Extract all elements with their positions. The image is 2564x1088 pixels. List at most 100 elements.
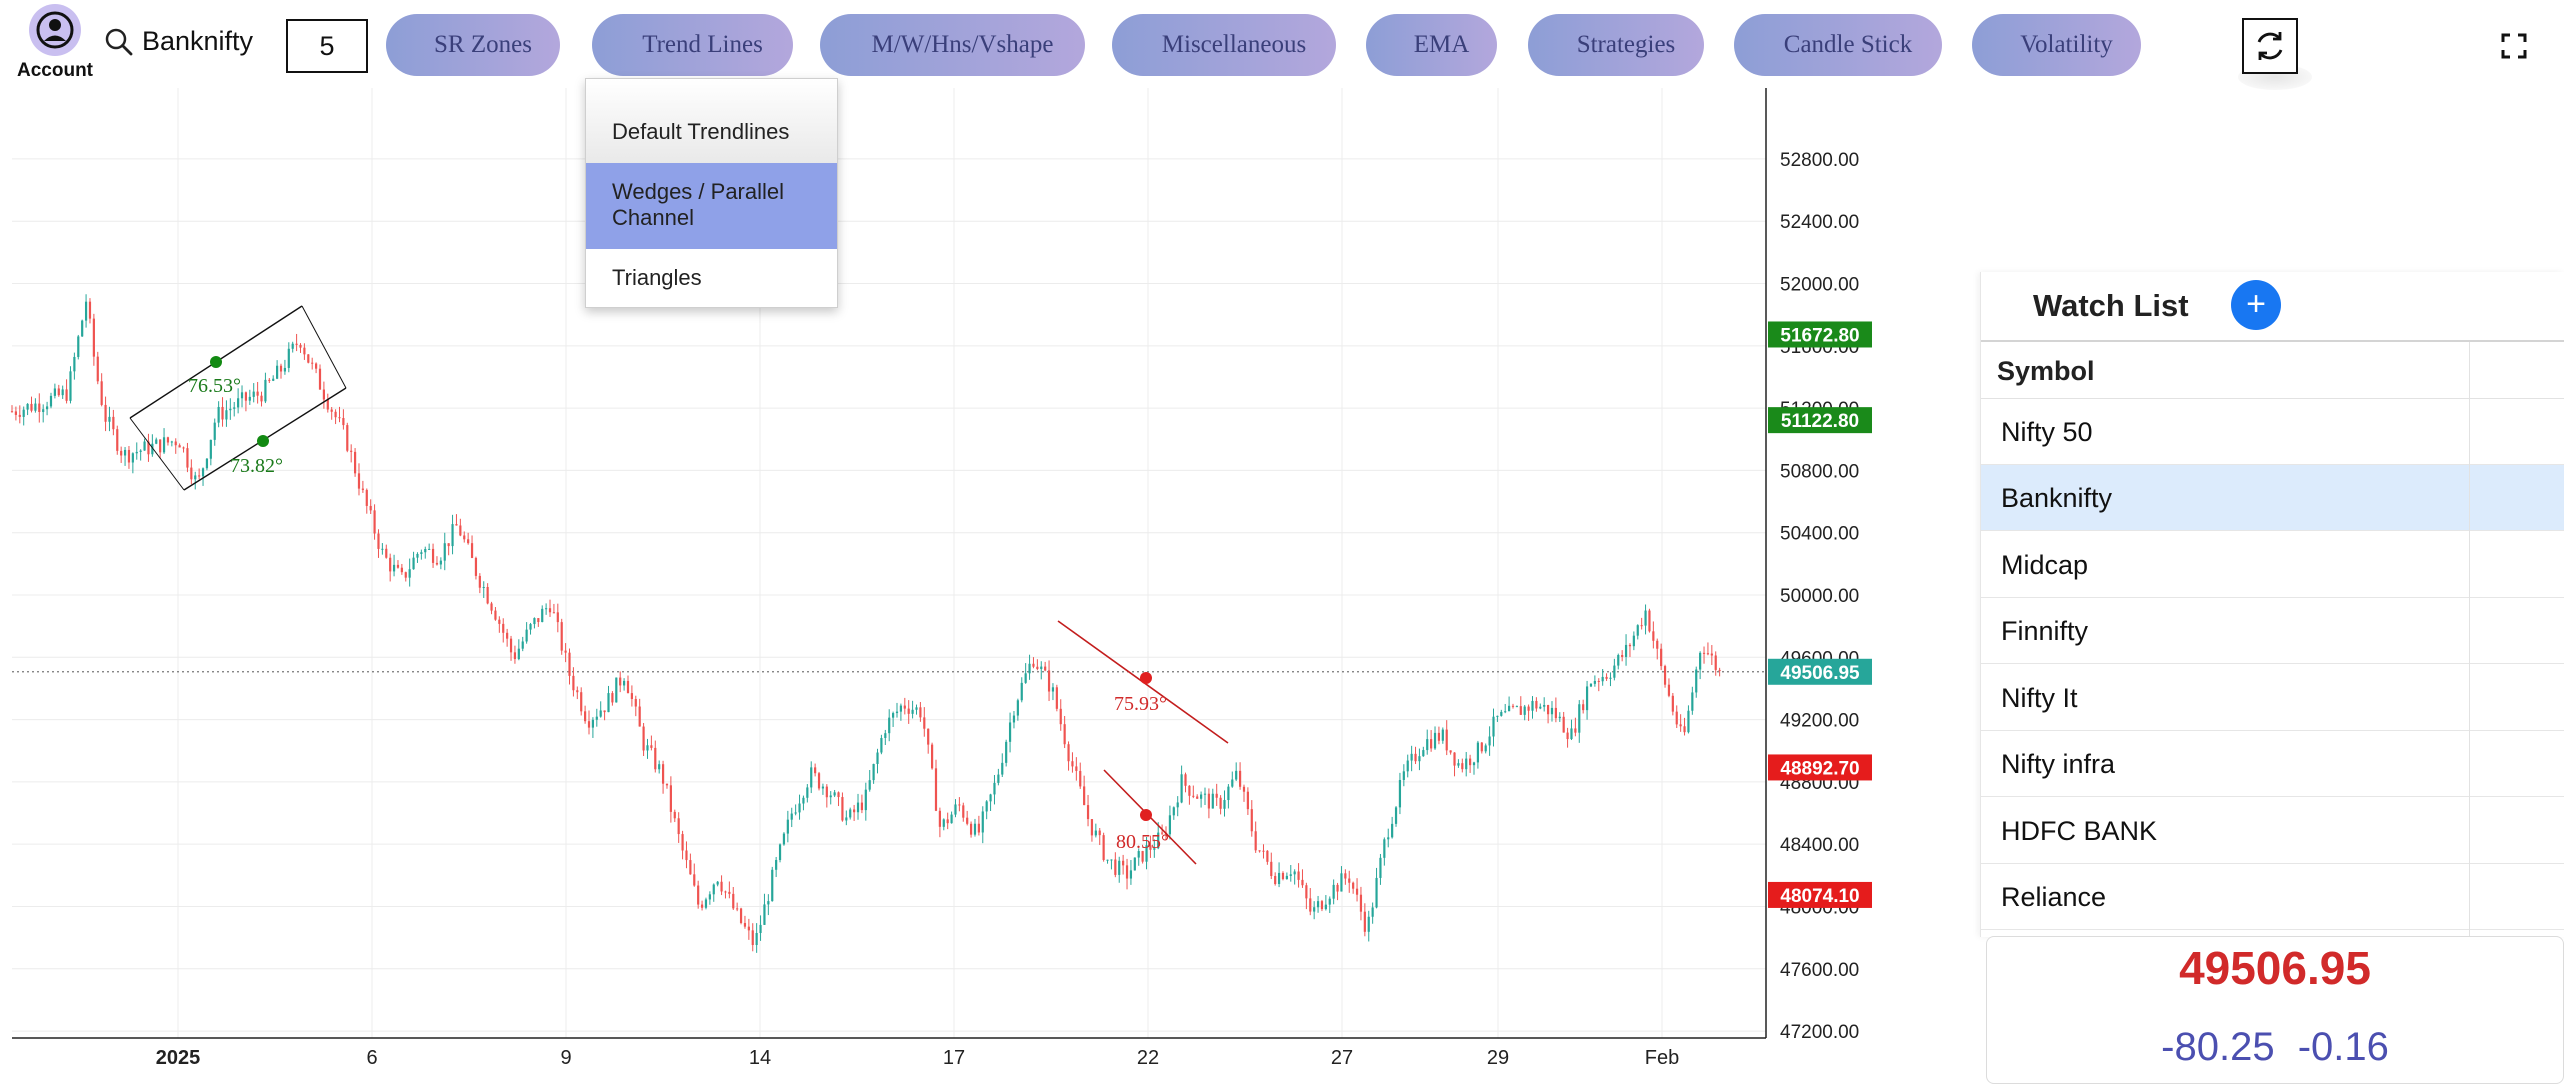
candle-body [930, 744, 934, 769]
candle-body [509, 638, 513, 653]
menu-ema[interactable]: EMA [1366, 14, 1497, 76]
y-tick-label: 52400.00 [1780, 212, 1859, 233]
candle-body [1024, 673, 1027, 683]
watch-row-reliance[interactable]: Reliance [1981, 864, 2564, 930]
watch-row-nifty-50[interactable]: Nifty 50 [1981, 399, 2564, 465]
candle-body [334, 411, 337, 418]
add-symbol-button[interactable]: + [2231, 280, 2281, 330]
search-icon [105, 28, 133, 55]
symbol-search[interactable]: Banknifty [104, 26, 253, 57]
candle-body [837, 792, 840, 798]
dropdown-item-triangles[interactable]: Triangles [612, 265, 702, 290]
watch-row-banknifty[interactable]: Banknifty [1981, 465, 2564, 531]
candle-body [1153, 848, 1156, 850]
candle-body [1472, 762, 1476, 766]
menu-miscellaneous[interactable]: Miscellaneous [1112, 14, 1336, 76]
watch-row-hdfc-bank[interactable]: HDFC BANK [1981, 798, 2564, 864]
candle-body [439, 560, 442, 565]
candle-body [198, 475, 201, 477]
account-button[interactable]: Account [10, 4, 100, 82]
candle-body [732, 893, 735, 909]
change-percent: -0.16 [2297, 1025, 2389, 1069]
candle-body [958, 804, 961, 806]
top-toolbar: Account Banknifty 5 SR Zones Trend Lines… [0, 0, 2564, 90]
interval-input[interactable]: 5 [286, 19, 368, 73]
candle-body [1562, 716, 1565, 733]
candle-body [1706, 653, 1710, 655]
candle-body [1430, 739, 1433, 749]
menu-sr-zones[interactable]: SR Zones [386, 14, 560, 76]
candle-body [1387, 837, 1390, 840]
candle-body [1379, 857, 1382, 878]
candle-body [96, 356, 99, 382]
candle-body [143, 441, 146, 451]
candle-body [1188, 785, 1191, 796]
candle-body [1196, 796, 1199, 799]
refresh-button[interactable] [2242, 18, 2298, 74]
price-chart[interactable]: 52800.0052400.0052000.0051600.0051200.00… [0, 88, 1880, 1088]
candle-body [747, 926, 750, 931]
candle-body [1480, 742, 1483, 752]
candle-body [537, 618, 540, 623]
candle-body [1402, 771, 1405, 780]
watch-row-nifty-infra[interactable]: Nifty infra [1981, 731, 2564, 797]
candle-body [268, 379, 271, 381]
candle-body [646, 745, 649, 751]
chart-svg[interactable]: 52800.0052400.0052000.0051600.0051200.00… [0, 88, 1880, 1088]
fullscreen-icon[interactable] [2500, 32, 2528, 60]
candle-body [1496, 715, 1499, 717]
candle-body [353, 451, 357, 474]
candle-body [14, 411, 17, 415]
candle-body [1667, 684, 1671, 696]
dropdown-item-default-trendlines[interactable]: Default Trendlines [586, 79, 837, 163]
menu-strategies[interactable]: Strategies [1528, 14, 1704, 76]
candle-body [1001, 762, 1004, 775]
candle-body [123, 449, 127, 456]
menu-trend-lines[interactable]: Trend Lines [592, 14, 793, 76]
candle-body [1305, 885, 1308, 899]
candle-body [38, 403, 41, 413]
candle-body [291, 343, 294, 349]
candle-body [1453, 752, 1456, 766]
menu-candle-stick[interactable]: Candle Stick [1734, 14, 1942, 76]
dropdown-item-wedges-parallel-channel[interactable]: Wedges / Parallel Channel [586, 163, 837, 249]
candle-body [350, 450, 353, 452]
candle-body [377, 533, 380, 549]
candle-body [1656, 640, 1659, 649]
change-value: -80.25 [2161, 1025, 2275, 1069]
y-tick-label: 47200.00 [1780, 1022, 1859, 1043]
candle-body [564, 650, 567, 653]
menu-patterns[interactable]: M/W/Hns/Vshape [820, 14, 1085, 76]
candle-body [853, 809, 856, 813]
candle-body [1223, 800, 1226, 809]
candle-body [248, 396, 251, 401]
candle-body [1274, 876, 1277, 884]
candle-body [10, 411, 14, 413]
watch-list-table: Symbol Nifty 50 Banknifty Midcap Finnift… [1981, 340, 2564, 937]
candle-body [1621, 655, 1624, 657]
candle-body [1375, 877, 1378, 908]
candle-body [794, 812, 797, 814]
candle-body [892, 713, 895, 718]
candle-body [1624, 644, 1628, 657]
candle-body [985, 801, 988, 812]
watch-row-finnifty[interactable]: Finnifty [1981, 598, 2564, 664]
candle-body [1005, 741, 1008, 763]
candle-body [1231, 779, 1234, 787]
candle-body [1328, 898, 1331, 905]
candle-body [1348, 878, 1351, 883]
candle-body [1504, 711, 1507, 713]
row-symbol: Nifty It [2001, 683, 2078, 713]
watch-row-nifty-it[interactable]: Nifty It [1981, 665, 2564, 731]
candle-body [1324, 904, 1327, 910]
candle-body [482, 586, 485, 588]
candle-body [919, 707, 922, 718]
x-tick-label: 6 [366, 1047, 377, 1069]
watch-row-midcap[interactable]: Midcap [1981, 532, 2564, 598]
candle-body [560, 622, 563, 651]
candle-body [876, 752, 879, 764]
menu-volatility[interactable]: Volatility [1972, 14, 2141, 76]
candle-body [1644, 610, 1647, 626]
candle-body [595, 716, 598, 720]
candle-body [923, 717, 926, 729]
